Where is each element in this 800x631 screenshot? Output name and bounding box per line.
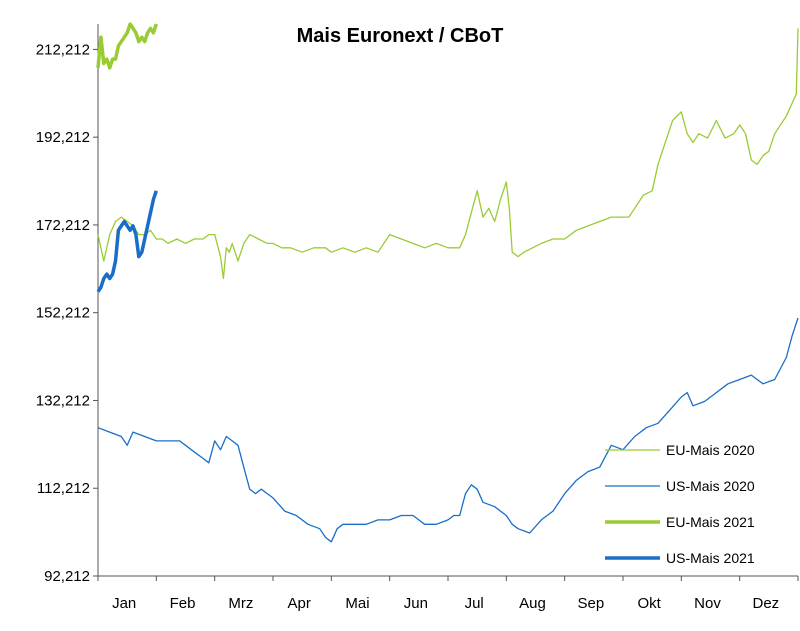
y-tick-label: 132,212: [36, 392, 90, 409]
legend-label-eu-mais-2021: EU-Mais 2021: [666, 514, 755, 530]
series-line-us-mais-2020: [97, 317, 799, 543]
x-tick-label: Aug: [519, 595, 546, 612]
x-tick-label: Mrz: [228, 595, 253, 612]
x-tick-label: Dez: [752, 595, 779, 612]
x-tick-label: Okt: [637, 595, 661, 612]
chart-title: Mais Euronext / CBoT: [297, 25, 504, 47]
series-line-eu-mais-2021: [96, 22, 158, 70]
x-tick-label: Mai: [345, 595, 369, 612]
series-line-eu-mais-2020: [97, 28, 799, 280]
legend: EU-Mais 2020 US-Mais 2020 EU-Mais 2021 US-M…: [605, 442, 755, 566]
y-tick-label: 112,212: [37, 480, 90, 497]
x-tick-label: Jul: [465, 595, 484, 612]
y-tick-label: 152,212: [36, 305, 90, 322]
series-line-us-mais-2021: [96, 190, 158, 293]
x-tick-label: Nov: [694, 595, 721, 612]
series-layer: [96, 22, 799, 543]
y-tick-label: 92,212: [44, 568, 90, 585]
y-tick-label: 192,212: [36, 129, 90, 146]
y-tick-label: 172,212: [36, 217, 90, 234]
x-tick-label: Sep: [577, 595, 604, 612]
x-tick-label: Jun: [404, 595, 428, 612]
x-tick-label: Feb: [170, 595, 196, 612]
x-tick-label: Apr: [287, 595, 310, 612]
legend-label-us-mais-2021: US-Mais 2021: [666, 550, 755, 566]
x-axis: Jan Feb Mrz Apr Mai Jun Jul Aug Sep Okt Nov Dez: [97, 575, 799, 612]
y-tick-label: 212,212: [36, 41, 90, 58]
y-axis: 92,212 112,212 132,212 152,212 172,212 192,21…: [36, 24, 99, 585]
legend-label-us-mais-2020: US-Mais 2020: [666, 478, 755, 494]
legend-label-eu-mais-2020: EU-Mais 2020: [666, 442, 755, 458]
x-tick-label: Jan: [112, 595, 136, 612]
